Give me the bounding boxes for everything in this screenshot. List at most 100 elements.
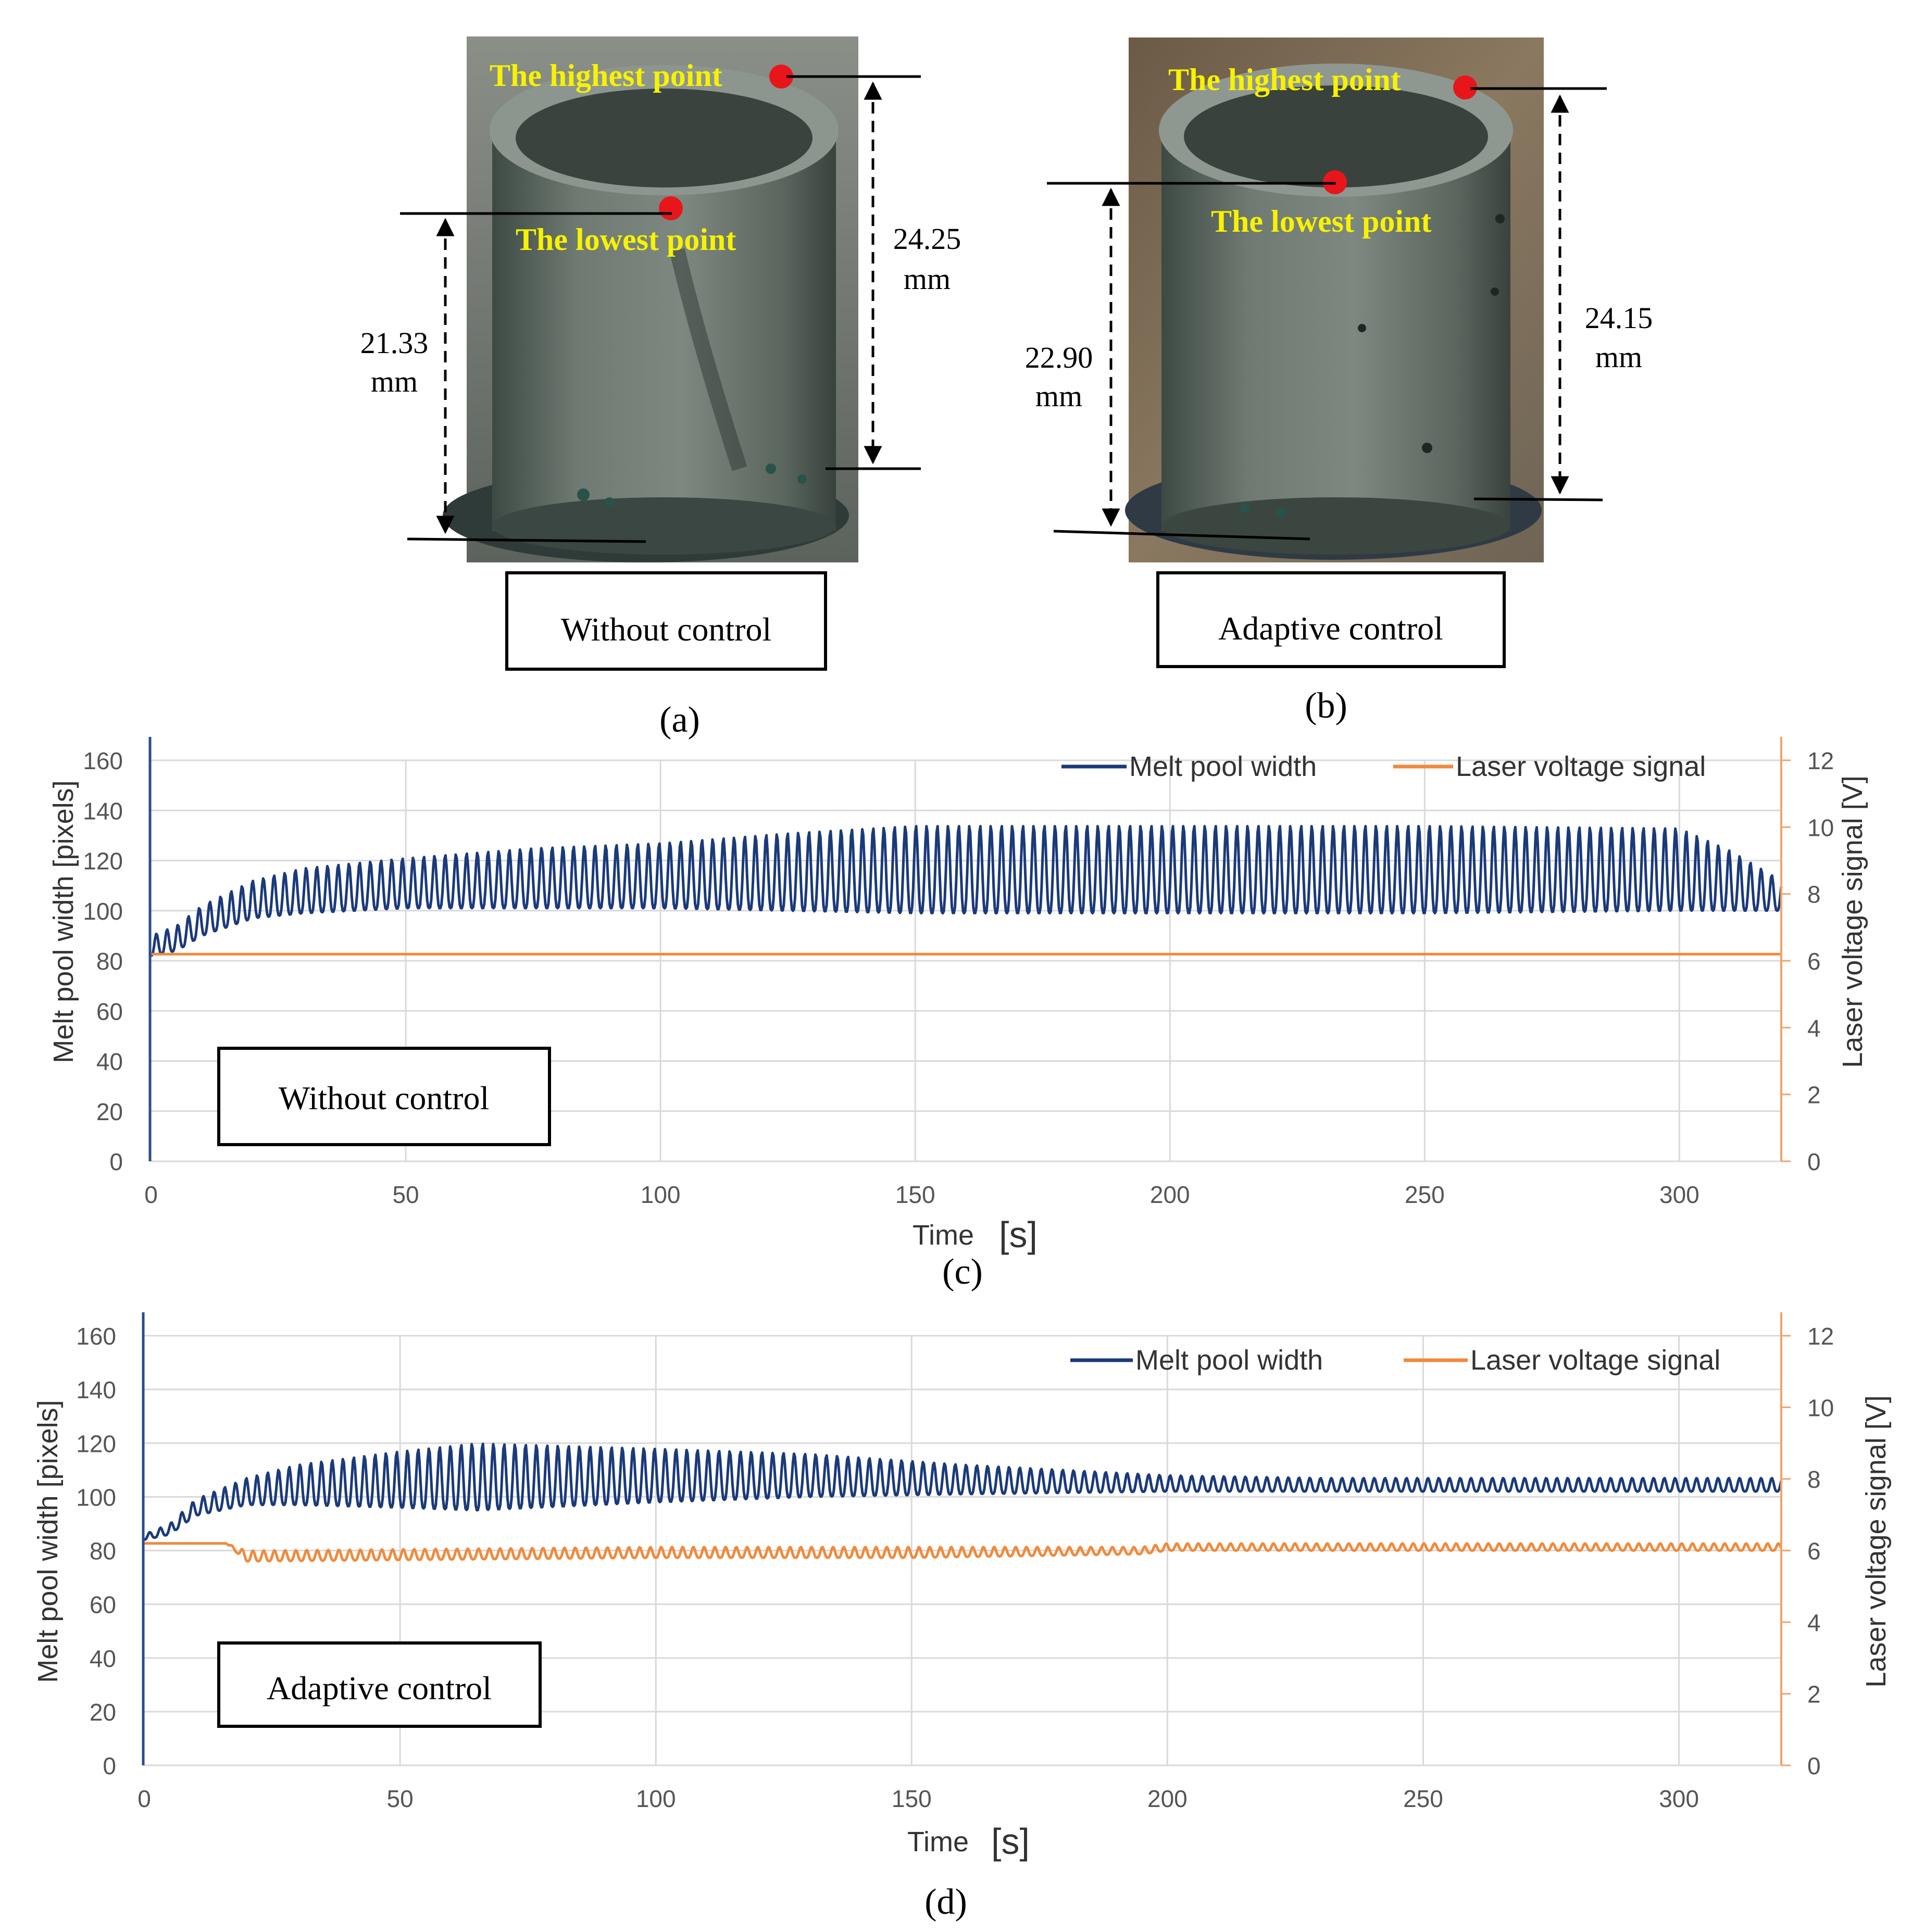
y-axis-label-right-c: Laser voltage signal [V] — [1837, 775, 1868, 1068]
highest-point-marker — [1453, 76, 1477, 99]
tick-label-x: 100 — [641, 1181, 681, 1208]
tick-label-left: 40 — [90, 1645, 116, 1672]
tick-label-x: 100 — [636, 1785, 676, 1812]
tick-label-right: 10 — [1807, 1395, 1834, 1422]
ticks-c: 0 20 40 60 80 100 120 140 160 0 50 100 150 200 250 300 0… — [83, 747, 1834, 1208]
tick-label-left: 40 — [96, 1048, 123, 1075]
x-axis-label-d: Time — [907, 1826, 969, 1858]
tick-label-x: 150 — [895, 1181, 935, 1208]
tick-label-left: 0 — [109, 1148, 123, 1175]
tick-label-left: 140 — [76, 1376, 116, 1403]
highest-point-marker — [769, 65, 793, 89]
tick-label-x: 200 — [1147, 1785, 1188, 1812]
tick-label-left: 140 — [83, 797, 123, 824]
axes-d — [142, 1312, 1791, 1766]
legend-laser-label: Laser voltage signal — [1456, 751, 1706, 782]
label-box-b — [1156, 571, 1506, 668]
photo-without-control — [443, 36, 858, 562]
label-box-a — [505, 571, 827, 671]
tick-label-left: 160 — [83, 747, 123, 774]
tick-label-right: 6 — [1807, 1538, 1821, 1565]
tick-label-right: 8 — [1807, 881, 1821, 908]
caption-c: (c) — [942, 1252, 983, 1292]
tick-label-left: 160 — [76, 1323, 116, 1350]
tick-label-left: 100 — [83, 898, 123, 925]
legend-melt-pool-label: Melt pool width — [1135, 1345, 1323, 1376]
tick-label-left: 80 — [90, 1538, 116, 1565]
tick-label-left: 80 — [96, 948, 123, 975]
height-high-value: 24.25 — [893, 222, 961, 256]
tick-label-right: 8 — [1807, 1466, 1821, 1493]
tick-label-left: 120 — [76, 1430, 116, 1457]
height-low-value: 22.90 — [1025, 341, 1093, 374]
tick-label-right: 12 — [1807, 747, 1834, 774]
tick-label-left: 0 — [103, 1752, 116, 1779]
series-d — [144, 1442, 1783, 1563]
tick-label-right: 0 — [1807, 1752, 1821, 1779]
tick-label-right: 10 — [1807, 814, 1834, 841]
height-high-unit: mm — [904, 262, 951, 296]
tick-label-x: 0 — [144, 1181, 158, 1208]
y-axis-label-left-d: Melt pool width [pixels] — [32, 1400, 64, 1683]
base-reference-line-left — [407, 537, 646, 543]
label-box-c — [217, 1047, 551, 1146]
legend-d: Melt pool width Laser voltage signal — [1070, 1345, 1720, 1376]
label-box-b-text: Adaptive control — [1218, 610, 1443, 647]
tick-label-right: 6 — [1807, 948, 1821, 975]
tick-label-left: 60 — [96, 998, 123, 1025]
tick-label-x: 300 — [1659, 1181, 1699, 1208]
caption-a: (a) — [659, 700, 700, 740]
label-box-a-text: Without control — [561, 611, 771, 648]
axes-c — [148, 737, 1791, 1162]
label-box-c-text: Without control — [279, 1080, 489, 1116]
annotations-b: The highest point The lowest point 24.15… — [1025, 62, 1653, 726]
tick-label-right: 12 — [1807, 1323, 1834, 1350]
height-high-value: 24.15 — [1585, 301, 1653, 335]
lowest-point-label: The lowest point — [1211, 204, 1431, 239]
highest-point-label: The highest point — [1168, 62, 1401, 97]
series-c — [150, 825, 1783, 957]
height-low-unit: mm — [371, 365, 418, 398]
tick-label-x: 0 — [138, 1785, 151, 1812]
lowest-point-marker — [659, 196, 683, 220]
tick-label-x: 300 — [1659, 1785, 1699, 1812]
chart-d-adaptive-control: 0 20 40 60 80 100 120 140 160 0 50 100 150 200 250 300 0… — [32, 1312, 1892, 1922]
tick-label-left: 100 — [76, 1484, 116, 1511]
label-box-d — [217, 1641, 542, 1728]
highest-point-label: The highest point — [490, 58, 722, 93]
tick-label-x: 200 — [1150, 1181, 1190, 1208]
x-axis-label-c: Time — [913, 1220, 974, 1251]
base-reference-line-right — [1473, 497, 1603, 501]
tick-label-x: 250 — [1403, 1785, 1443, 1812]
tick-label-x: 150 — [892, 1785, 932, 1812]
tick-label-left: 60 — [90, 1591, 116, 1619]
tick-label-right: 2 — [1807, 1082, 1821, 1109]
base-reference-line-left — [1053, 530, 1310, 541]
tick-label-left: 20 — [96, 1098, 123, 1125]
ticks-d: 0 20 40 60 80 100 120 140 160 0 50 100 150 200 250 300 0… — [76, 1323, 1834, 1812]
y-axis-label-left-c: Melt pool width [pixels] — [48, 780, 79, 1063]
height-low-value: 21.33 — [360, 326, 429, 360]
series-laser-voltage-signal — [144, 1542, 1783, 1563]
legend-c: Melt pool width Laser voltage signal — [1061, 751, 1706, 782]
tick-label-right: 4 — [1807, 1609, 1821, 1636]
caption-d: (d) — [924, 1882, 967, 1922]
annotations-a: The highest point The lowest point 24.25… — [360, 58, 961, 740]
tick-label-left: 120 — [83, 848, 123, 875]
y-axis-label-right-d: Laser voltage signal [V] — [1860, 1395, 1892, 1687]
tick-label-right: 2 — [1807, 1681, 1821, 1708]
label-box-d-text: Adaptive control — [267, 1670, 492, 1707]
height-low-unit: mm — [1035, 379, 1082, 413]
legend-melt-pool-label: Melt pool width — [1129, 751, 1317, 782]
tick-label-right: 4 — [1807, 1014, 1821, 1042]
caption-b: (b) — [1305, 686, 1347, 726]
x-axis-unit-c: [s] — [999, 1214, 1038, 1255]
series-melt-pool-width — [150, 825, 1783, 957]
chart-c-without-control: 0 20 40 60 80 100 120 140 160 0 50 100 150 200 250 300 0… — [48, 737, 1868, 1292]
legend-laser-label: Laser voltage signal — [1470, 1345, 1720, 1376]
tick-label-x: 50 — [387, 1785, 414, 1812]
lowest-point-label: The lowest point — [516, 222, 736, 257]
tick-label-x: 250 — [1405, 1181, 1445, 1208]
x-axis-unit-d: [s] — [991, 1821, 1030, 1862]
